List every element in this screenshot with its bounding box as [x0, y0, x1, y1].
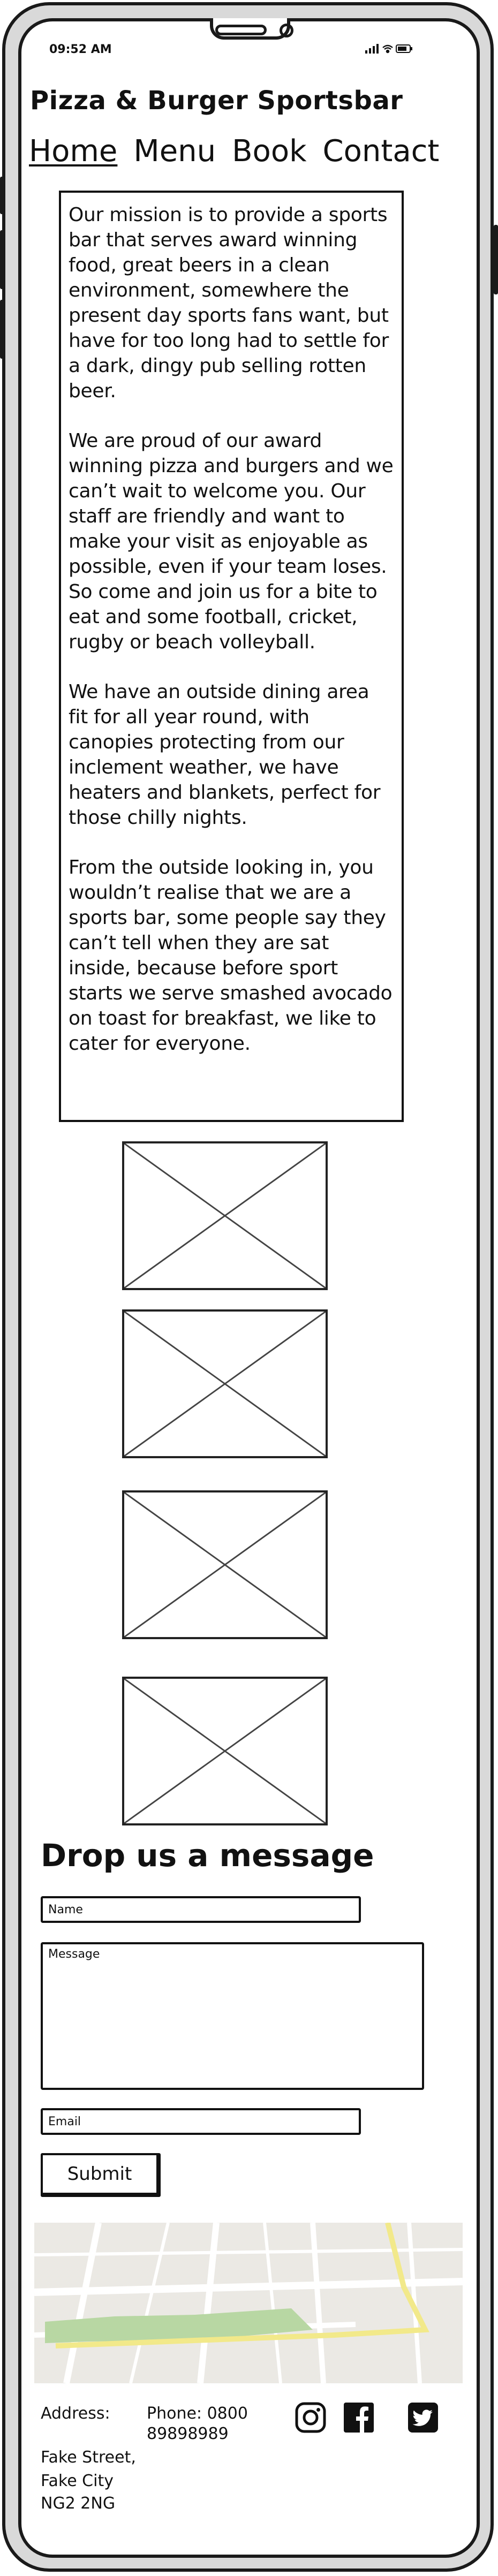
email-input[interactable]	[41, 2108, 361, 2135]
signal-icon	[365, 44, 379, 54]
mission-paragraph: We have an outside dining area fit for a…	[69, 681, 381, 829]
mission-text-box: Our mission is to provide a sports bar t…	[59, 191, 404, 1122]
site-title: Pizza & Burger Sportsbar	[30, 86, 403, 116]
status-time: 09:52 AM	[49, 43, 112, 56]
battery-icon	[396, 44, 412, 53]
image-placeholder-1	[122, 1141, 328, 1290]
phone-line-1: Phone: 0800	[147, 2404, 248, 2423]
phone-volume-up-button	[0, 230, 4, 289]
wifi-icon	[382, 44, 393, 54]
phone-camera	[280, 24, 293, 37]
name-input[interactable]	[41, 1896, 361, 1923]
image-placeholder-4	[122, 1677, 328, 1825]
address-label: Address:	[41, 2404, 110, 2423]
contact-form-heading: Drop us a message	[41, 1837, 374, 1874]
phone-speaker	[215, 25, 267, 35]
mission-paragraph: Our mission is to provide a sports bar t…	[69, 204, 389, 402]
nav-home-link[interactable]: Home	[29, 134, 118, 169]
facebook-icon[interactable]	[343, 2401, 375, 2434]
message-textarea[interactable]	[41, 1942, 424, 2090]
phone-power-button	[494, 225, 498, 294]
mission-paragraph: We are proud of our award winning pizza …	[69, 430, 394, 653]
phone-side-button	[0, 177, 4, 214]
phone-notch	[210, 18, 290, 40]
image-placeholder-2	[122, 1309, 328, 1458]
image-placeholder-3	[122, 1490, 328, 1639]
nav-contact-link[interactable]: Contact	[322, 134, 440, 169]
main-nav: Home Menu Book Contact	[29, 134, 439, 169]
nav-book-link[interactable]: Book	[232, 134, 307, 169]
status-icons	[365, 42, 413, 58]
address-line: Fake City	[41, 2472, 114, 2490]
address-line: Fake Street,	[41, 2448, 136, 2467]
nav-menu-link[interactable]: Menu	[133, 134, 216, 169]
address-line: NG2 2NG	[41, 2494, 116, 2513]
phone-volume-down-button	[0, 300, 4, 359]
mission-paragraph: From the outside looking in, you wouldn’…	[69, 857, 393, 1055]
location-map[interactable]	[34, 2223, 463, 2383]
twitter-icon[interactable]	[407, 2401, 439, 2434]
phone-line-2: 89898989	[147, 2425, 229, 2443]
instagram-icon[interactable]	[295, 2401, 327, 2434]
submit-button[interactable]: Submit	[41, 2153, 161, 2197]
